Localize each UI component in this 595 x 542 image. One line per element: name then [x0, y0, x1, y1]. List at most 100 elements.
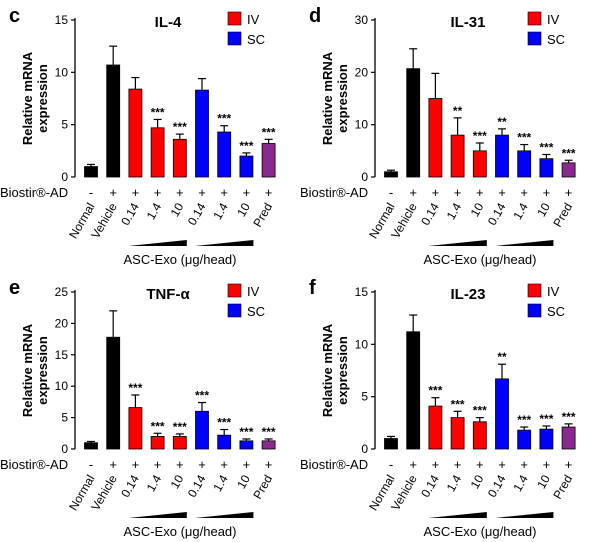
biostir-sign: + [176, 457, 184, 472]
sc-dose-wedge [195, 512, 254, 518]
y-tick-label: 20 [355, 65, 369, 79]
bar-vehicle [106, 336, 121, 450]
bar-pred [261, 440, 276, 450]
biostir-sign: + [198, 185, 206, 200]
y-tick-label: 5 [61, 411, 68, 425]
x-tick-label: Pred [550, 473, 575, 502]
significance-label: *** [195, 389, 209, 403]
biostir-sign: + [498, 457, 506, 472]
x-tick-label: 10 [534, 200, 553, 219]
bar-iv [150, 127, 165, 178]
biostir-sign: + [543, 185, 551, 200]
y-tick-label: 0 [61, 442, 68, 456]
y-tick-label: 30 [355, 13, 369, 27]
biostir-sign: + [243, 185, 251, 200]
bar-vehicle [406, 331, 421, 450]
significance-label: *** [473, 129, 487, 143]
significance-label: *** [539, 140, 553, 154]
legend: IV SC [527, 11, 565, 47]
biostir-sign: + [220, 457, 228, 472]
chart-panel-e: e TNF-α Relative mRNAexpression 0 5 10 15 20 25 -… [0, 277, 276, 539]
y-tick-label: 15 [55, 348, 69, 362]
y-tick-label: 25 [55, 285, 69, 299]
bar-iv [450, 417, 465, 450]
legend-swatch-sc [527, 303, 542, 318]
bar-iv [428, 405, 443, 450]
biostir-sign: - [89, 185, 93, 200]
x-tick-label: 1.4 [210, 472, 231, 494]
x-tick-label: 10 [168, 200, 187, 219]
bar-sc [517, 429, 532, 450]
bar-normal [384, 438, 398, 450]
bar-sc [495, 378, 509, 450]
biostir-label: Biostir®-AD [0, 185, 68, 200]
legend-swatch-iv [227, 11, 242, 26]
panel-letter: e [9, 277, 20, 299]
bar-sc [539, 428, 554, 450]
legend-swatch-iv [527, 11, 542, 26]
y-tick-label: 5 [61, 118, 68, 132]
bar-iv [150, 436, 165, 450]
bar-sc [239, 440, 254, 450]
significance-label: ** [497, 115, 507, 129]
legend-swatch-iv [227, 283, 242, 298]
bar-iv [428, 98, 443, 178]
biostir-sign: + [132, 185, 140, 200]
significance-label: *** [217, 416, 231, 430]
significance-label: *** [473, 404, 487, 418]
legend-swatch-sc [227, 303, 242, 318]
legend: IV SC [227, 11, 265, 47]
y-tick-label: 10 [55, 379, 69, 393]
significance-label: *** [128, 381, 142, 395]
bar-iv [472, 150, 487, 178]
panel-letter: c [9, 5, 20, 27]
y-tick-label: 0 [361, 170, 368, 184]
legend-label-iv: IV [547, 284, 560, 299]
legend-label-sc: SC [547, 32, 565, 47]
biostir-sign: + [454, 457, 462, 472]
chart-title: IL-31 [450, 14, 485, 31]
bar-sc [539, 158, 554, 178]
significance-label: *** [173, 120, 187, 134]
legend-label-iv: IV [247, 12, 260, 27]
legend-label-sc: SC [247, 304, 265, 319]
sc-dose-wedge [195, 240, 254, 246]
y-axis-label: Relative mRNAexpression [20, 51, 50, 145]
legend-swatch-sc [527, 31, 542, 46]
y-tick-label: 15 [355, 285, 369, 299]
significance-label: *** [562, 410, 576, 424]
significance-label: *** [428, 384, 442, 398]
bar-iv [128, 88, 143, 178]
significance-label: *** [451, 397, 465, 411]
bar-pred [561, 162, 576, 178]
biostir-sign: - [89, 457, 93, 472]
significance-label: *** [217, 112, 231, 126]
chart-title: IL-23 [450, 286, 485, 303]
y-tick-label: 10 [355, 118, 369, 132]
significance-label: *** [239, 425, 253, 439]
bar-iv [472, 421, 487, 450]
x-tick-label: Pred [250, 201, 275, 230]
bar-sc [217, 131, 232, 178]
biostir-sign: + [476, 457, 484, 472]
significance-label: *** [173, 420, 187, 434]
biostir-sign: + [432, 457, 440, 472]
bar-sc [195, 89, 209, 178]
x-axis-label: ASC-Exo (μg/head) [424, 524, 537, 539]
x-tick-label: 10 [168, 472, 187, 491]
iv-dose-wedge [428, 512, 487, 518]
significance-label: *** [239, 139, 253, 153]
significance-label: *** [517, 413, 531, 427]
x-tick-label: 1.4 [144, 472, 165, 494]
biostir-sign: + [520, 185, 528, 200]
bar-iv [128, 407, 143, 450]
significance-label: *** [539, 412, 553, 426]
biostir-sign: + [543, 457, 551, 472]
biostir-sign: + [409, 457, 417, 472]
biostir-sign: + [265, 185, 273, 200]
x-tick-label: 0.14 [185, 200, 209, 228]
bar-iv [172, 138, 187, 178]
significance-label: ** [497, 350, 507, 364]
